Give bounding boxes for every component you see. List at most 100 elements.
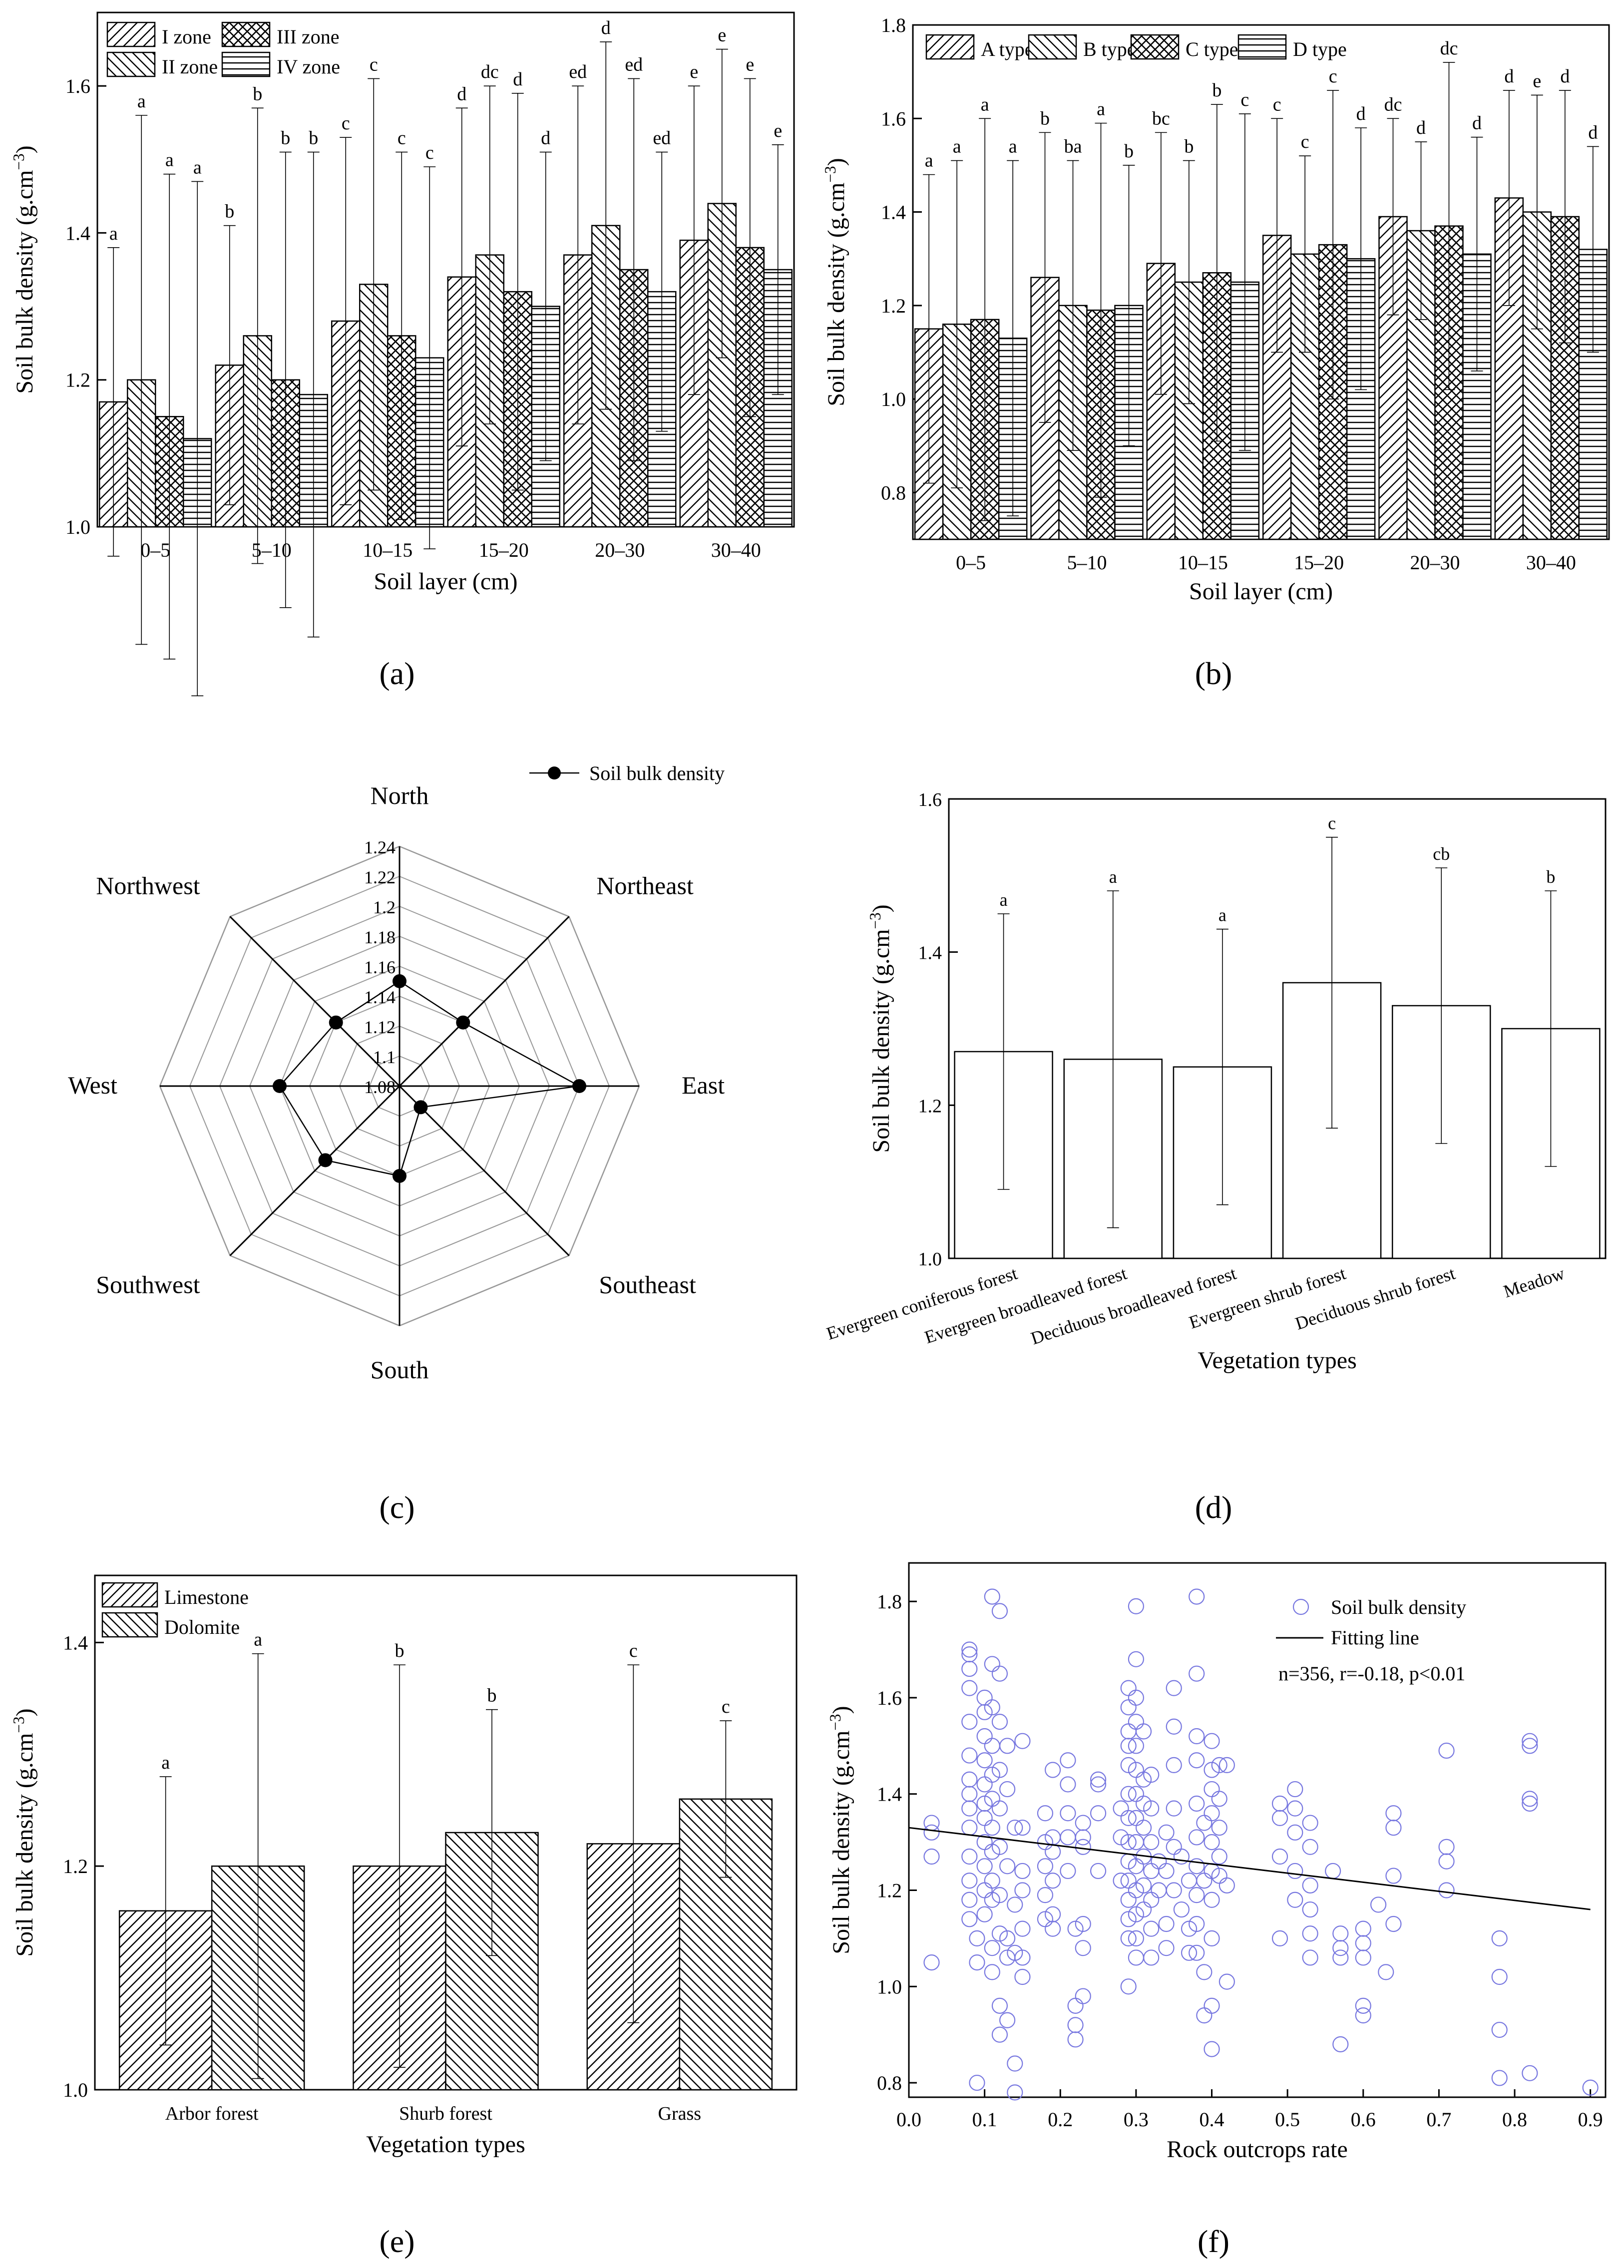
plot-frame (908, 1562, 1607, 2098)
radar-tick-label: 1.24 (364, 837, 396, 857)
scatter-point (1075, 1815, 1091, 1831)
legend-label: I zone (162, 25, 211, 48)
scatter-point (1189, 1944, 1205, 1961)
plot-frame (912, 24, 1610, 540)
y-tick-label: 1.4 (63, 1631, 88, 1654)
significance-letter: b (395, 1640, 405, 1661)
radar-axis-label: West (68, 1071, 117, 1099)
legend-label: B type (1083, 38, 1136, 60)
x-tick-label: Grass (658, 2103, 702, 2124)
scatter-point (1060, 1805, 1076, 1822)
significance-letter: b (1124, 141, 1134, 162)
legend-swatch (101, 1582, 158, 1608)
legend-swatch (106, 21, 156, 47)
x-tick-label: 30–40 (711, 539, 761, 561)
scatter-point (1090, 1805, 1107, 1822)
scatter-point (1090, 1863, 1107, 1880)
scatter-point (1060, 1863, 1076, 1880)
scatter-point (1158, 1863, 1175, 1880)
x-tick-label: 0.3 (1124, 2108, 1149, 2131)
stats-annotation: n=356, r=-0.18, p<0.01 (1278, 1662, 1465, 1685)
significance-letter: d (513, 69, 522, 90)
scatter-point (1166, 1680, 1182, 1696)
x-tick-label: 10–15 (1178, 551, 1228, 574)
x-axis-label: Vegetation types (366, 2131, 525, 2158)
scatter-point (1522, 1733, 1538, 1749)
scatter-point (1491, 2070, 1508, 2086)
significance-letter: a (925, 150, 933, 171)
legend-swatch (1130, 34, 1180, 60)
scatter-point (1522, 1795, 1538, 1812)
scatter-point (1332, 1940, 1349, 1956)
significance-letter: ed (569, 61, 587, 82)
y-tick-label: 1.0 (63, 2079, 88, 2101)
significance-letter: dc (1384, 94, 1402, 115)
legend-swatch (221, 21, 271, 47)
legend-label: C type (1186, 38, 1238, 60)
significance-letter: e (690, 61, 698, 82)
x-tick-label: Meadow (1501, 1263, 1567, 1302)
significance-letter: d (1416, 117, 1426, 138)
radar-point (329, 1015, 343, 1030)
legend-label: A type (981, 38, 1034, 60)
scatter-point (961, 1848, 978, 1865)
scatter-point (1189, 1795, 1205, 1812)
scatter-point (961, 1680, 978, 1696)
scatter-point (1204, 1781, 1220, 1798)
radar-point (318, 1153, 333, 1167)
scatter-point (999, 1781, 1016, 1798)
scatter-point (1135, 1723, 1152, 1740)
legend-label: III zone (277, 25, 339, 48)
y-tick-label: 1.0 (877, 1975, 902, 1998)
scatter-point (1189, 1752, 1205, 1769)
scatter-point (1438, 1882, 1455, 1898)
scatter-point (1014, 1920, 1031, 1937)
scatter-point (1211, 1848, 1227, 1865)
significance-letter: c (1328, 813, 1336, 833)
significance-letter: cb (1433, 844, 1450, 864)
scatter-point (999, 1858, 1016, 1875)
scatter-point (969, 1954, 985, 1971)
significance-letter: c (1301, 131, 1309, 152)
significance-letter: b (1546, 867, 1555, 887)
scatter-point (1014, 1968, 1031, 1985)
scatter-point (976, 1752, 993, 1769)
significance-letter: d (1588, 122, 1598, 143)
scatter-point (1522, 1791, 1538, 1807)
scatter-point (1166, 1757, 1182, 1773)
panel-e-chart: 1.0 1.2 1.4 Soil bulk density (g.cm−3) Veget… (10, 1574, 798, 2158)
y-tick-label: 1.6 (918, 789, 942, 810)
radar-tick-label: 1.22 (364, 867, 396, 887)
radar-spoke (399, 1085, 570, 1256)
scatter-point (1491, 1968, 1508, 1985)
significance-letter: e (718, 25, 726, 46)
significance-letter: a (254, 1629, 262, 1650)
y-tick-label: 1.8 (877, 1590, 902, 1613)
legend-label: Soil bulk density (589, 762, 725, 784)
y-tick-label: 1.2 (877, 1879, 902, 1901)
scatter-point (1189, 1829, 1205, 1846)
scatter-point (1120, 1699, 1137, 1716)
scatter-point (961, 1873, 978, 1889)
y-tick-label: 1.2 (65, 369, 90, 391)
panel-label-e: (e) (379, 2224, 414, 2259)
radar-axis-label: East (682, 1071, 725, 1099)
y-tick-label: 1.0 (881, 388, 906, 410)
significance-letter: d (1472, 113, 1482, 134)
significance-letter: b (1212, 80, 1221, 101)
significance-letter: a (1000, 890, 1008, 910)
scatter-point (923, 1824, 940, 1841)
significance-letter: e (1533, 70, 1541, 91)
radar-tick-label: 1.12 (364, 1017, 396, 1037)
x-tick-label: 15–20 (479, 539, 529, 561)
scatter-point (976, 1810, 993, 1827)
scatter-point (1158, 1824, 1175, 1841)
legend-label: Soil bulk density (1331, 1596, 1466, 1618)
y-tick-label: 1.0 (65, 516, 90, 538)
scatter-point (1075, 1829, 1091, 1846)
legend-swatch (1028, 34, 1077, 60)
scatter-point (1090, 1776, 1107, 1793)
radar-axis-label: Southwest (96, 1270, 200, 1298)
scatter-point (1143, 1863, 1160, 1880)
scatter-point (1378, 1964, 1394, 1980)
